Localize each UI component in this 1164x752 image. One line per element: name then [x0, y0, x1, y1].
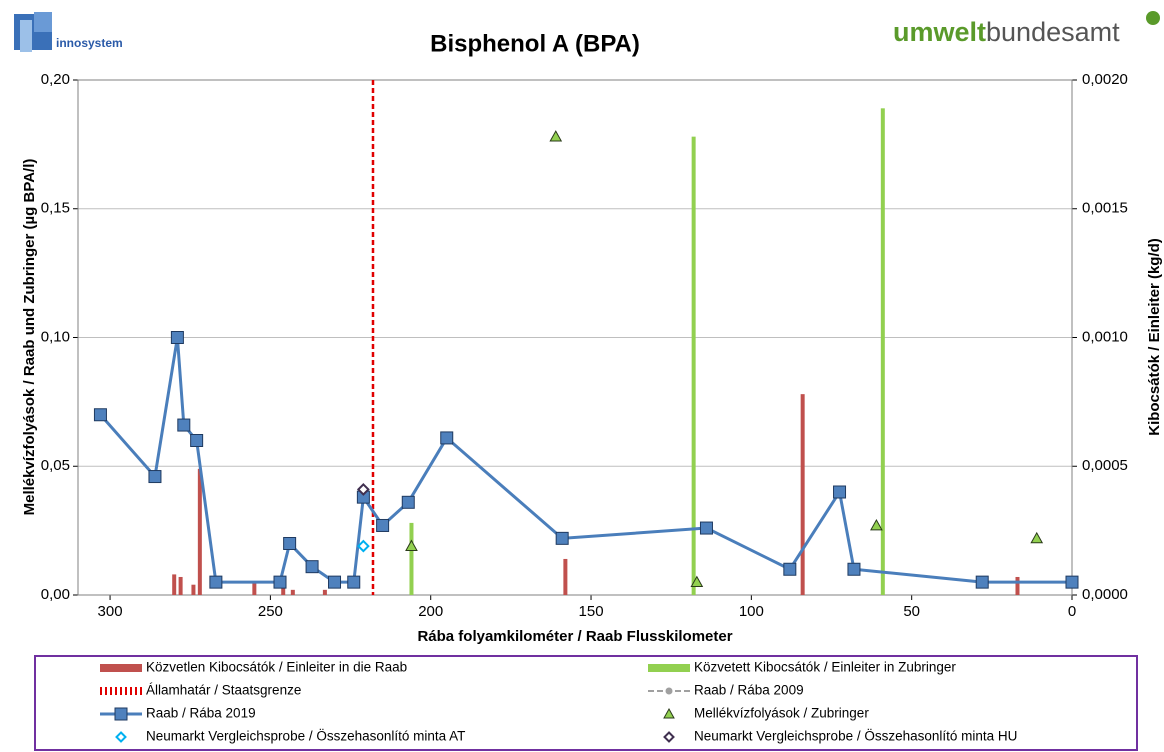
legend-label: Mellékvízfolyások / Zubringer: [694, 706, 869, 721]
line-marker: [170, 331, 184, 344]
legend-box: [34, 655, 1138, 751]
bar: [800, 394, 805, 595]
legend-label: Raab / Rába 2009: [694, 683, 804, 698]
bar: [281, 587, 286, 595]
logo-left: innosystem: [56, 36, 123, 50]
legend-label: Közvetett Kibocsátók / Einleiter in Zubr…: [694, 660, 956, 675]
y-tick-label: 0,10: [41, 328, 70, 345]
line-marker: [190, 434, 204, 447]
x-axis-label: Rába folyamkilométer / Raab Flusskilomet…: [417, 628, 732, 645]
bar: [409, 522, 414, 595]
bar: [252, 582, 257, 595]
line-marker: [401, 495, 415, 509]
line-marker: [148, 470, 162, 484]
legend-label: Államhatár / Staatsgrenze: [146, 683, 301, 698]
bar: [197, 468, 202, 595]
triangle-marker: [1030, 531, 1044, 544]
logo-mark: [1146, 11, 1160, 25]
legend-marker: [115, 731, 127, 743]
line-marker: [376, 518, 390, 532]
triangle-marker: [870, 518, 883, 531]
triangle-marker: [690, 575, 704, 588]
y2-axis-label: Kibocsátók / Einleiter (kg/d): [1146, 238, 1163, 436]
series-line: [99, 337, 1072, 584]
bar: [322, 589, 327, 595]
chart-title: Bisphenol A (BPA): [430, 30, 640, 57]
y-tick-label: 0,15: [41, 200, 70, 217]
line-marker: [347, 575, 361, 589]
line-marker: [1065, 575, 1079, 589]
line-marker: [328, 575, 342, 589]
line-marker: [273, 575, 287, 589]
line-marker: [177, 418, 191, 432]
y2-tick-label: 0,0010: [1082, 328, 1128, 345]
x-tick-label: 50: [903, 603, 920, 620]
bar: [290, 589, 295, 595]
bar: [178, 576, 183, 595]
legend-label: Neumarkt Vergleichsprobe / Összehasonlít…: [146, 729, 465, 744]
triangle-marker: [405, 539, 418, 551]
line-marker: [555, 531, 569, 545]
line-marker: [440, 431, 454, 445]
y2-tick-label: 0,0015: [1082, 200, 1128, 217]
line-marker: [833, 485, 847, 499]
x-tick-label: 200: [418, 603, 443, 620]
bar: [563, 558, 568, 595]
legend-label: Raab / Rába 2019: [146, 706, 256, 721]
legend-swatch: [100, 664, 142, 672]
diamond-marker: [356, 539, 370, 553]
legend-label: Neumarkt Vergleichsprobe / Összehasonlít…: [694, 729, 1017, 744]
logo-left-icon: [14, 12, 52, 52]
logo-right: umweltbundesamt: [893, 17, 1120, 47]
legend-swatch: [648, 664, 690, 672]
bar: [172, 574, 177, 595]
y-tick-label: 0,00: [41, 586, 70, 603]
y2-tick-label: 0,0000: [1082, 586, 1128, 603]
line-marker: [93, 408, 107, 422]
y2-tick-label: 0,0005: [1082, 457, 1128, 474]
line-marker: [847, 562, 861, 576]
y-axis-label: Mellékvízfolyások / Raab und Zubringer (…: [21, 159, 38, 516]
line-marker: [783, 562, 797, 576]
bar: [691, 136, 696, 595]
x-tick-label: 250: [258, 603, 283, 620]
line-marker: [305, 560, 319, 574]
y-tick-label: 0,20: [41, 71, 70, 88]
diamond-marker: [356, 483, 370, 496]
legend-marker: [114, 707, 128, 721]
bar: [1015, 576, 1020, 595]
triangle-marker: [549, 130, 563, 142]
plot-frame: [77, 79, 1073, 596]
x-tick-label: 300: [98, 603, 123, 620]
x-tick-label: 150: [579, 603, 604, 620]
legend-marker: [665, 687, 673, 695]
legend-marker: [663, 707, 675, 719]
bar: [191, 584, 196, 595]
line-marker: [975, 575, 989, 589]
x-tick-label: 0: [1068, 603, 1076, 620]
x-tick-label: 100: [739, 603, 764, 620]
line-marker: [699, 521, 713, 535]
bar: [880, 108, 885, 595]
line-marker: [209, 575, 223, 589]
logo-right-part: umwelt: [893, 17, 986, 47]
y-tick-label: 0,05: [41, 457, 70, 474]
legend-marker: [663, 731, 675, 743]
legend-label: Közvetlen Kibocsátók / Einleiter in die …: [146, 660, 407, 675]
line-marker: [283, 537, 297, 550]
logo-right-part: bundesamt: [986, 17, 1120, 47]
y2-tick-label: 0,0020: [1082, 71, 1128, 88]
